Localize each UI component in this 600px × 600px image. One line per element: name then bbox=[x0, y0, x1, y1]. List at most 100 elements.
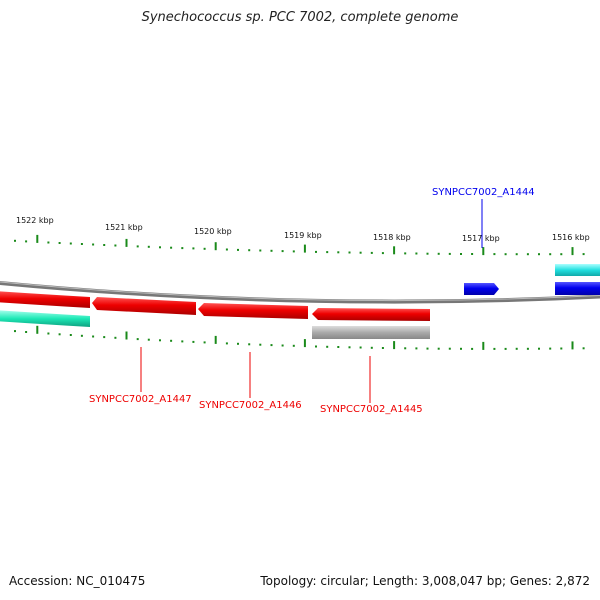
inner-tick bbox=[181, 340, 184, 343]
outer-tick bbox=[571, 247, 574, 256]
scale-label: 1516 kbp bbox=[552, 233, 590, 242]
outer-tick bbox=[426, 252, 429, 255]
inner-tick bbox=[170, 339, 173, 342]
scale-label: 1517 kbp bbox=[462, 234, 500, 243]
outer-tick bbox=[381, 252, 384, 255]
outer-tick bbox=[36, 234, 39, 243]
misc-feature[interactable] bbox=[312, 326, 430, 339]
gene-label-a1445[interactable]: SYNPCC7002_A1445 bbox=[320, 404, 423, 415]
outer-tick bbox=[214, 242, 217, 251]
outer-tick bbox=[471, 253, 474, 255]
gene-forward-partial[interactable] bbox=[555, 282, 600, 295]
inner-tick bbox=[370, 346, 373, 349]
gene-label-a1444[interactable]: SYNPCC7002_A1444 bbox=[432, 187, 535, 198]
outer-tick bbox=[147, 245, 150, 248]
inner-tick bbox=[125, 331, 128, 340]
inner-tick bbox=[504, 347, 507, 350]
outer-tick bbox=[47, 241, 50, 244]
outer-tick bbox=[460, 253, 462, 255]
inner-tick bbox=[315, 345, 317, 348]
outer-tick bbox=[526, 253, 529, 256]
scale-label: 1522 kbp bbox=[16, 216, 54, 225]
inner-tick bbox=[92, 335, 95, 338]
inner-tick bbox=[348, 346, 351, 349]
rna-feature-forward[interactable] bbox=[555, 264, 600, 276]
accession-text: Accession: NC_010475 bbox=[9, 574, 146, 588]
rna-feature-reverse[interactable] bbox=[0, 310, 90, 327]
genome-summary-text: Topology: circular; Length: 3,008,047 bp… bbox=[260, 574, 590, 588]
outer-tick bbox=[248, 249, 251, 252]
inner-tick bbox=[80, 334, 83, 337]
inner-tick bbox=[582, 347, 585, 350]
outer-tick bbox=[170, 246, 173, 249]
outer-tick bbox=[80, 243, 83, 245]
inner-tick bbox=[47, 332, 50, 335]
inner-tick bbox=[214, 335, 217, 344]
gene-arrow-a1445[interactable] bbox=[312, 308, 430, 321]
outer-tick bbox=[560, 253, 563, 256]
scale-label: 1520 kbp bbox=[194, 227, 232, 236]
inner-tick bbox=[538, 347, 540, 350]
inner-tick bbox=[203, 341, 206, 344]
inner-tick bbox=[526, 347, 529, 350]
gene-label-a1446[interactable]: SYNPCC7002_A1446 bbox=[199, 400, 302, 411]
scale-label: 1518 kbp bbox=[373, 233, 411, 242]
outer-tick bbox=[103, 244, 106, 246]
outer-tick bbox=[92, 243, 95, 246]
inner-tick bbox=[292, 344, 295, 347]
gene-arrow-a1444[interactable] bbox=[464, 283, 499, 295]
inner-tick bbox=[359, 346, 362, 349]
outer-tick bbox=[159, 246, 161, 249]
inner-tick bbox=[114, 336, 117, 339]
gene-arrow-reverse-partial[interactable] bbox=[0, 291, 90, 308]
inner-tick bbox=[303, 339, 306, 348]
outer-tick bbox=[326, 251, 329, 254]
outer-tick bbox=[359, 251, 362, 254]
inner-tick bbox=[337, 346, 340, 348]
inner-tick-row bbox=[14, 325, 585, 350]
outer-tick bbox=[348, 251, 351, 254]
outer-tick bbox=[404, 252, 407, 255]
inner-tick bbox=[25, 331, 28, 333]
gene-arrow-a1446[interactable] bbox=[198, 303, 308, 319]
outer-tick bbox=[292, 250, 295, 253]
gene-label-a1447[interactable]: SYNPCC7002_A1447 bbox=[89, 394, 192, 405]
outer-tick bbox=[237, 248, 239, 251]
outer-tick bbox=[192, 247, 195, 250]
inner-tick bbox=[415, 347, 418, 350]
inner-tick bbox=[460, 347, 462, 350]
page-title: Synechococcus sp. PCC 7002, complete gen… bbox=[141, 10, 459, 25]
outer-tick bbox=[504, 253, 507, 256]
inner-tick bbox=[136, 338, 139, 341]
inner-tick bbox=[103, 336, 106, 339]
outer-tick bbox=[270, 249, 273, 252]
outer-tick bbox=[25, 240, 28, 243]
scale-label: 1521 kbp bbox=[105, 223, 143, 232]
outer-tick-row bbox=[14, 234, 585, 256]
inner-tick bbox=[426, 347, 429, 350]
genome-backbone bbox=[0, 280, 600, 304]
inner-tick bbox=[571, 341, 574, 350]
outer-tick bbox=[136, 245, 139, 248]
inner-tick bbox=[225, 342, 228, 345]
outer-tick bbox=[448, 252, 451, 255]
outer-tick bbox=[69, 242, 72, 245]
scale-label: 1519 kbp bbox=[284, 231, 322, 240]
inner-tick bbox=[393, 341, 396, 350]
outer-tick bbox=[337, 251, 340, 254]
gene-arrow-a1447[interactable] bbox=[92, 297, 196, 315]
inner-tick bbox=[36, 325, 39, 334]
outer-tick bbox=[549, 253, 552, 256]
inner-tick bbox=[560, 347, 563, 350]
inner-tick bbox=[404, 347, 407, 350]
outer-tick bbox=[315, 250, 317, 253]
outer-tick bbox=[437, 252, 440, 255]
inner-tick bbox=[248, 343, 251, 346]
inner-tick bbox=[549, 347, 552, 350]
inner-tick bbox=[437, 347, 440, 350]
genome-backbone-highlight bbox=[0, 281, 600, 302]
outer-tick bbox=[225, 248, 228, 251]
inner-tick bbox=[381, 347, 384, 349]
